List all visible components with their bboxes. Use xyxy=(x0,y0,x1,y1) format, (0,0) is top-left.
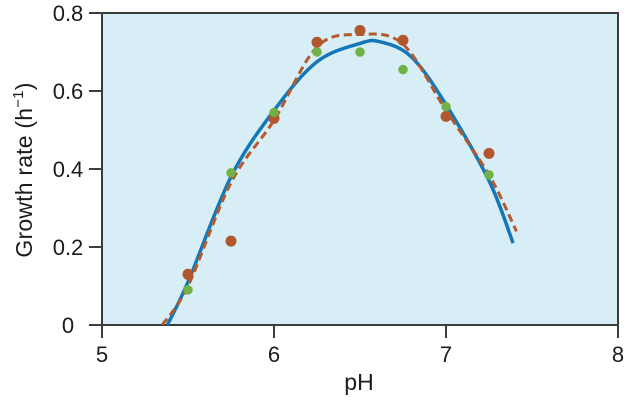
x-axis-title: pH xyxy=(344,369,374,395)
y-tick-label: 0.2 xyxy=(53,235,84,260)
data-points-green-marker xyxy=(269,107,279,118)
y-axis-title-closing: ) xyxy=(10,82,37,91)
x-tick-label: 7 xyxy=(440,342,452,367)
y-tick-label: 0.4 xyxy=(53,157,84,182)
data-points-green-marker xyxy=(398,64,408,75)
data-points-green-marker xyxy=(484,170,494,180)
y-tick-label: 0.6 xyxy=(53,79,84,104)
data-points-red-marker xyxy=(397,34,409,46)
plot-area xyxy=(101,12,619,326)
x-tick-label: 5 xyxy=(96,342,108,367)
y-axis-title-superscript: −1 xyxy=(10,90,28,108)
data-points-red-marker xyxy=(311,36,323,48)
data-points-red-marker xyxy=(182,268,194,280)
x-tick-label: 8 xyxy=(612,342,624,367)
y-tick-label: 0.8 xyxy=(53,1,84,26)
y-tick-label: 0 xyxy=(62,313,74,338)
data-points-green-marker xyxy=(312,47,322,57)
data-points-green-marker xyxy=(441,101,451,112)
data-points-red-marker xyxy=(483,147,495,159)
y-axis-title: Growth rate (h−1) xyxy=(10,82,38,257)
y-axis-title-text: Growth rate (h xyxy=(10,107,37,258)
data-points-red-marker xyxy=(354,25,366,37)
data-points-green-marker xyxy=(183,285,193,295)
data-points-green-marker xyxy=(226,168,236,178)
data-points-green-marker xyxy=(355,47,365,57)
data-points-red-marker xyxy=(225,235,237,247)
data-points-red-marker xyxy=(440,110,452,122)
x-tick-label: 6 xyxy=(268,342,280,367)
